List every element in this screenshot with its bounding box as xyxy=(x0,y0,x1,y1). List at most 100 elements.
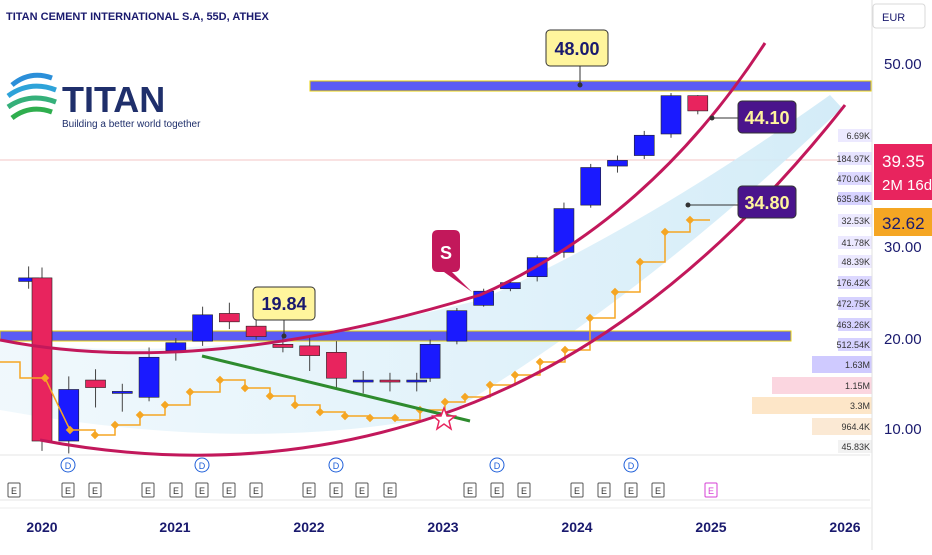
earnings-marker-glyph: E xyxy=(11,486,17,496)
upper-value-label: 44.10 xyxy=(744,108,789,128)
earnings-marker-icon[interactable] xyxy=(222,482,236,498)
ma-price-badge: 32.62 xyxy=(874,208,932,236)
volume-profile-labels: 6.69K 184.97K 470.04K 635.84K 32.53K 41.78K 48… xyxy=(836,131,870,452)
lower-value-callout[interactable]: 34.80 xyxy=(737,185,797,219)
volume-profile-label-4: 32.53K xyxy=(841,216,870,226)
candle-body xyxy=(660,95,682,135)
candle-body xyxy=(553,208,575,253)
earnings-marker-icon[interactable] xyxy=(355,482,369,498)
earnings-marker-icon[interactable] xyxy=(517,482,531,498)
earnings-marker-icon[interactable] xyxy=(651,482,665,498)
target-48-label: 48.00 xyxy=(554,39,599,59)
earnings-marker-icon[interactable] xyxy=(169,482,183,498)
time-axis: 2020 2021 2022 2023 2024 2025 2026 xyxy=(0,507,872,535)
x-tick-2023: 2023 xyxy=(427,519,458,535)
dividend-marker-glyph: D xyxy=(494,461,501,471)
volume-profile-label-8: 472.75K xyxy=(836,299,870,309)
candle-body xyxy=(58,389,80,442)
earnings-marker-icon[interactable] xyxy=(383,482,397,498)
ma-dot-10 xyxy=(290,400,300,410)
earnings-marker-icon[interactable] xyxy=(61,482,75,498)
candle-14 xyxy=(379,372,401,392)
candle-body xyxy=(31,277,53,442)
volume-profile-label-15: 45.83K xyxy=(841,442,870,452)
earnings-marker-glyph: E xyxy=(494,486,500,496)
earnings-marker-glyph: E xyxy=(601,486,607,496)
breakout-star-icon xyxy=(430,405,458,431)
logo-tagline: Building a better world together xyxy=(62,119,201,130)
current-price-badge: 39.35 2M 16d xyxy=(874,144,932,200)
neckline-band-19-84 xyxy=(0,330,792,342)
earnings-marker-icon[interactable] xyxy=(597,482,611,498)
ma-dot-21 xyxy=(560,345,570,355)
candle-body xyxy=(406,379,428,383)
y-tick-20: 20.00 xyxy=(884,331,922,348)
currency-label: EUR xyxy=(882,12,905,24)
lower-value-label: 34.80 xyxy=(744,193,789,213)
candle-body xyxy=(112,391,133,394)
dividend-marker-icon[interactable] xyxy=(623,457,639,473)
earnings-marker-icon[interactable] xyxy=(463,482,477,498)
volume-profile-label-14: 964.4K xyxy=(841,422,870,432)
ma-dot-23 xyxy=(610,287,620,297)
volume-profile-label-1: 184.97K xyxy=(836,154,870,164)
neckline-label: 19.84 xyxy=(261,294,306,314)
dividend-marker-icon[interactable] xyxy=(328,457,344,473)
candle-2 xyxy=(58,376,80,454)
earnings-marker-glyph: E xyxy=(655,486,661,496)
candle-body xyxy=(580,167,602,206)
dividend-marker-icon[interactable] xyxy=(194,457,210,473)
earnings-marker-icon[interactable] xyxy=(570,482,584,498)
s-marker-callout[interactable]: S xyxy=(432,230,472,292)
earnings-marker-glyph: E xyxy=(521,486,527,496)
candle-25 xyxy=(660,93,682,138)
earnings-marker-icon[interactable] xyxy=(490,482,504,498)
symbol-title: TITAN CEMENT INTERNATIONAL S.A, 55D, ATH… xyxy=(6,11,269,23)
candle-body xyxy=(219,313,240,323)
earnings-marker-icon[interactable] xyxy=(302,482,316,498)
earnings-marker-icon[interactable] xyxy=(624,482,638,498)
ma-price: 32.62 xyxy=(882,214,925,233)
earnings-marker-icon[interactable] xyxy=(7,482,21,498)
candle-body xyxy=(633,134,655,156)
target-48-callout[interactable]: 48.00 xyxy=(545,29,609,67)
dividend-marker-icon[interactable] xyxy=(489,457,505,473)
earnings-marker-icon[interactable] xyxy=(88,482,102,498)
volume-profile-label-13: 3.3M xyxy=(850,401,870,411)
earnings-marker-icon[interactable] xyxy=(195,482,209,498)
earnings-marker-glyph: E xyxy=(306,486,312,496)
volume-profile-label-7: 176.42K xyxy=(836,278,870,288)
earnings-marker-glyph: E xyxy=(226,486,232,496)
upper-value-callout[interactable]: 44.10 xyxy=(737,100,797,134)
earnings-marker-glyph: E xyxy=(359,486,365,496)
neckline-callout[interactable]: 19.84 xyxy=(252,286,316,321)
ma-dot-11 xyxy=(315,407,325,417)
earnings-marker-glyph: E xyxy=(467,486,473,496)
earnings-marker-icon[interactable] xyxy=(704,482,718,498)
candle-body xyxy=(326,352,347,379)
earnings-marker-glyph: E xyxy=(145,486,151,496)
currency-selector[interactable] xyxy=(872,3,926,29)
ma-dot-9 xyxy=(265,391,275,401)
earnings-marker-glyph: E xyxy=(65,486,71,496)
ma-dot-7 xyxy=(215,375,225,385)
candle-15 xyxy=(406,372,428,392)
x-tick-2020: 2020 xyxy=(26,519,57,535)
earnings-marker-icon[interactable] xyxy=(249,482,263,498)
earnings-marker-glyph: E xyxy=(92,486,98,496)
ma-dot-1 xyxy=(65,425,75,435)
event-markers: D D D D D E E E E E E E E E E E E E E E E E E E E xyxy=(7,457,718,498)
earnings-marker-icon[interactable] xyxy=(141,482,155,498)
earnings-marker-glyph: E xyxy=(708,486,714,496)
countdown-label: 2M 16d xyxy=(882,177,932,194)
candle-body xyxy=(165,342,187,351)
earnings-marker-icon[interactable] xyxy=(329,482,343,498)
dividend-marker-icon[interactable] xyxy=(60,457,76,473)
ma-dot-24 xyxy=(635,257,645,267)
candle-22 xyxy=(580,163,602,208)
upper-channel-curve xyxy=(0,42,767,355)
earnings-marker-glyph: E xyxy=(199,486,205,496)
ma-dot-19 xyxy=(510,370,520,380)
candle-3 xyxy=(85,369,106,408)
